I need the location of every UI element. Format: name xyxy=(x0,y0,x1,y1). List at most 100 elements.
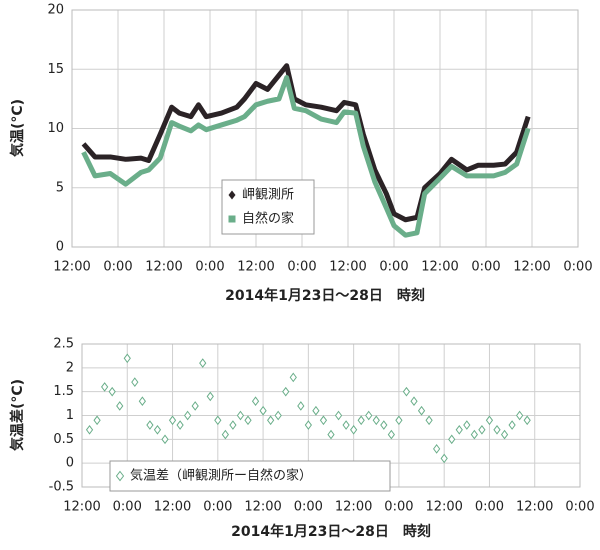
marker xyxy=(448,434,456,445)
marker xyxy=(221,429,229,440)
marker xyxy=(267,415,275,426)
y-tick-label: 2.5 xyxy=(53,337,74,352)
marker xyxy=(191,401,199,411)
marker xyxy=(357,415,365,426)
marker xyxy=(395,415,403,426)
x-tick-label: 12:00 xyxy=(335,500,372,515)
y-axis-label: 気温(°C) xyxy=(9,99,26,157)
y-tick-label: 2 xyxy=(66,360,74,375)
marker xyxy=(176,420,184,430)
x-tick-label: 12:00 xyxy=(329,260,366,275)
x-tick-label: 12:00 xyxy=(145,260,182,275)
x-tick-label: 0:00 xyxy=(475,500,504,515)
y-tick-label: 15 xyxy=(47,62,64,77)
marker xyxy=(214,415,222,426)
x-axis-label: 2014年1月23日～28日 時刻 xyxy=(225,287,425,304)
marker xyxy=(350,424,358,435)
marker xyxy=(184,410,192,421)
x-tick-label: 0:00 xyxy=(103,260,132,275)
x-tick-label: 12:00 xyxy=(513,260,550,275)
x-tick-label: 0:00 xyxy=(294,500,323,515)
marker xyxy=(115,470,125,482)
marker xyxy=(229,420,237,430)
x-tick-label: 12:00 xyxy=(244,500,281,515)
y-tick-label: 0.5 xyxy=(53,432,74,447)
marker xyxy=(251,396,260,407)
marker xyxy=(153,424,162,435)
marker xyxy=(304,420,312,430)
marker xyxy=(470,429,478,440)
marker xyxy=(131,377,139,387)
y-tick-label: 20 xyxy=(47,3,64,18)
x-tick-label: 0:00 xyxy=(379,260,408,275)
x-tick-label: 12:00 xyxy=(421,260,458,275)
plot-frame xyxy=(71,9,579,248)
marker xyxy=(282,386,290,397)
x-tick-label: 0:00 xyxy=(565,500,594,515)
x-tick-label: 0:00 xyxy=(287,260,316,275)
marker xyxy=(455,424,463,435)
x-tick-label: 0:00 xyxy=(563,260,592,275)
x-tick-label: 12:00 xyxy=(425,500,462,515)
marker xyxy=(161,434,169,445)
marker xyxy=(312,405,320,416)
marker xyxy=(146,420,154,430)
y-tick-label: 0 xyxy=(56,240,64,255)
y-tick-label: 1.5 xyxy=(53,384,74,399)
x-tick-label: 0:00 xyxy=(384,500,413,515)
marker xyxy=(433,444,441,454)
legend-label: 自然の家 xyxy=(242,211,294,227)
marker xyxy=(523,415,531,426)
legend-box xyxy=(221,179,315,235)
x-axis-label: 2014年1月23日～28日 時刻 xyxy=(231,523,431,540)
legend-label: 気温差（岬観測所ー自然の家） xyxy=(130,468,312,484)
marker xyxy=(440,453,448,464)
series-line xyxy=(81,63,531,223)
marker xyxy=(206,391,214,402)
marker xyxy=(380,420,388,430)
x-tick-label: 12:00 xyxy=(154,500,191,515)
marker xyxy=(319,415,328,426)
x-tick-label: 0:00 xyxy=(203,500,232,515)
marker xyxy=(478,424,486,435)
marker xyxy=(493,424,501,435)
marker xyxy=(244,415,252,426)
x-tick-label: 0:00 xyxy=(195,260,224,275)
marker xyxy=(342,420,350,430)
y-axis-label: 気温差(°C) xyxy=(9,379,26,451)
x-tick-label: 12:00 xyxy=(516,500,553,515)
x-tick-label: 0:00 xyxy=(471,260,500,275)
marker xyxy=(425,415,433,426)
marker xyxy=(168,415,177,426)
marker xyxy=(297,401,305,411)
x-tick-label: 0:00 xyxy=(113,500,142,515)
marker xyxy=(365,410,373,421)
marker xyxy=(274,410,282,421)
marker xyxy=(259,405,267,416)
marker xyxy=(199,358,207,368)
marker xyxy=(387,429,395,440)
marker xyxy=(402,386,411,397)
marker xyxy=(236,410,245,421)
legend-label: 岬観測所 xyxy=(242,188,294,203)
marker xyxy=(228,215,236,223)
marker xyxy=(101,382,109,392)
y-tick-label: 0 xyxy=(66,456,74,471)
series-line xyxy=(81,75,531,238)
y-tick-label: 5 xyxy=(56,180,64,195)
marker xyxy=(485,415,494,426)
marker xyxy=(123,353,131,364)
y-tick-label: -0.5 xyxy=(49,480,74,495)
marker xyxy=(138,396,146,407)
marker xyxy=(334,410,343,421)
marker xyxy=(116,401,124,411)
marker xyxy=(410,396,418,407)
y-tick-label: 1 xyxy=(66,408,74,423)
x-tick-label: 12:00 xyxy=(237,260,274,275)
marker xyxy=(508,420,516,430)
marker xyxy=(372,415,380,426)
marker xyxy=(516,410,524,421)
marker xyxy=(500,429,509,440)
